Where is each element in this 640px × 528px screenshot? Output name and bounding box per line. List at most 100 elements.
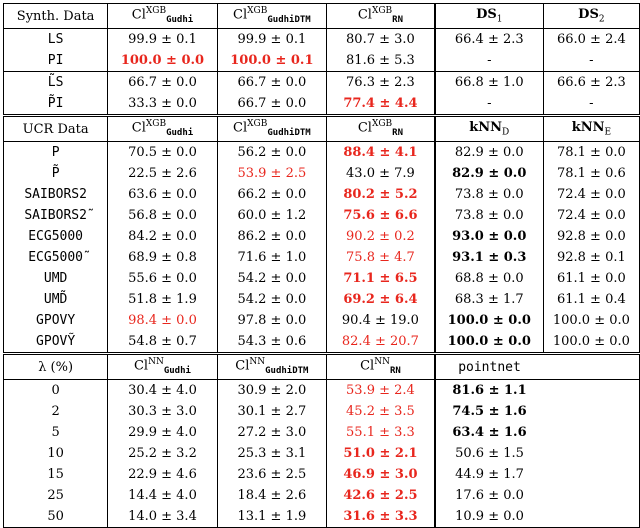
- table-cell: 25.3 ± 3.1: [216, 443, 328, 464]
- table-cell: 92.8 ± 0.0: [542, 226, 640, 247]
- column-header-subscript: Gudhi: [166, 127, 194, 138]
- column-header: ClXGBRN: [326, 3, 436, 29]
- table-cell: 71.1 ± 6.5: [326, 268, 436, 289]
- row-label: P: [2, 141, 109, 163]
- table-cell: 63.6 ± 0.0: [107, 184, 218, 205]
- table-cell: 92.8 ± 0.1: [542, 247, 640, 268]
- table-row: ECG5000̃ 68.9 ± 0.8 71.6 ± 1.0 75.8 ± 4.7 93…: [2, 247, 640, 268]
- table-cell: 54.8 ± 0.7: [107, 331, 218, 354]
- row-label: 2: [2, 401, 109, 422]
- table-row: GPOVY 98.4 ± 0.0 97.8 ± 0.0 90.4 ± 19.0 100.…: [2, 310, 640, 331]
- table-cell: 69.2 ± 6.4: [326, 289, 436, 310]
- column-header-superscript: NN: [249, 357, 266, 368]
- table-row: 10 25.2 ± 3.2 25.3 ± 3.1 51.0 ± 2.1 50.6 ± 1…: [2, 443, 640, 464]
- column-header-text: Cl: [233, 7, 248, 23]
- table-cell: 23.6 ± 2.5: [216, 464, 328, 485]
- table-cell: [543, 506, 640, 528]
- table-cell: 73.8 ± 0.0: [433, 205, 544, 226]
- column-header: kNNE: [542, 114, 640, 142]
- column-header: kNND: [433, 114, 544, 142]
- table-cell: 22.5 ± 2.6: [107, 163, 218, 184]
- table-cell: 54.2 ± 0.0: [216, 289, 328, 310]
- table-cell: 18.4 ± 2.6: [216, 485, 328, 506]
- column-header-subscript: 1: [496, 14, 503, 25]
- table-cell: 68.3 ± 1.7: [433, 289, 544, 310]
- column-header-superscript: XGB: [145, 6, 167, 17]
- column-header-superscript: NN: [148, 357, 164, 368]
- table-cell: 75.6 ± 6.6: [326, 205, 436, 226]
- table-cell: 61.1 ± 0.4: [542, 289, 640, 310]
- table-cell: 93.0 ± 0.0: [433, 226, 544, 247]
- table-cell: 51.0 ± 2.1: [326, 443, 436, 464]
- column-header: ClNNRN: [326, 352, 436, 380]
- table-cell: 81.6 ± 1.1: [433, 379, 544, 401]
- column-header: ClNNGudhiDTM: [216, 352, 328, 380]
- column-header-text: Synth. Data: [16, 8, 95, 24]
- column-header-text: DS: [578, 6, 599, 22]
- column-header: DS1: [433, 3, 544, 29]
- table-cell: 78.1 ± 0.0: [542, 141, 640, 163]
- column-header-superscript: XGB: [247, 119, 268, 130]
- column-header-text: Cl: [235, 358, 250, 374]
- table-cell: 56.2 ± 0.0: [216, 141, 328, 163]
- table-cell: -: [433, 93, 544, 116]
- table-cell: 97.8 ± 0.0: [216, 310, 328, 331]
- column-header-superscript: XGB: [247, 6, 268, 17]
- column-header-text: Cl: [133, 358, 149, 374]
- table-cell: 75.8 ± 4.7: [326, 247, 436, 268]
- table-row: SAIBORS2 63.6 ± 0.0 66.2 ± 0.0 80.2 ± 5.2 73…: [2, 184, 640, 205]
- row-label: P̃: [2, 163, 109, 184]
- table-cell: 100.0 ± 0.0: [542, 310, 640, 331]
- table-cell: 30.4 ± 4.0: [107, 379, 218, 401]
- table-cell: 60.0 ± 1.2: [216, 205, 328, 226]
- column-header-subscript: 2: [598, 14, 605, 25]
- table-cell: 51.8 ± 1.9: [107, 289, 218, 310]
- column-header-subscript: Gudhi: [163, 365, 191, 376]
- results-table: Synth. Data ClXGBGudhi ClXGBGudhiDTM ClXGBR…: [2, 3, 640, 528]
- table-cell: 66.7 ± 0.0: [107, 71, 218, 93]
- column-header: UCR Data: [2, 114, 109, 142]
- section-header-row: Synth. Data ClXGBGudhi ClXGBGudhiDTM ClXGBR…: [2, 3, 640, 29]
- table-cell: 45.2 ± 3.5: [326, 401, 436, 422]
- table-cell: 43.0 ± 7.9: [326, 163, 436, 184]
- table-cell: 82.9 ± 0.0: [433, 141, 544, 163]
- table-cell: 80.2 ± 5.2: [326, 184, 436, 205]
- table-row: 50 14.0 ± 3.4 13.1 ± 1.9 31.6 ± 3.3 10.9 ± 0…: [2, 506, 640, 528]
- table-row: L̃S 66.7 ± 0.0 66.7 ± 0.0 76.3 ± 2.3 66.8 ± …: [2, 71, 640, 93]
- column-header-text: DS: [476, 6, 497, 22]
- column-header: [543, 352, 640, 380]
- table-cell: 61.1 ± 0.0: [542, 268, 640, 289]
- table-row: P̃I 33.3 ± 0.0 66.7 ± 0.0 77.4 ± 4.4- -: [2, 93, 640, 116]
- column-header: ClXGBGudhiDTM: [216, 3, 328, 29]
- table-row: PI 100.0 ± 0.0 100.0 ± 0.1 81.6 ± 5.3- -: [2, 50, 640, 72]
- column-header-text: pointnet: [458, 359, 521, 375]
- table-cell: 100.0 ± 0.0: [542, 331, 640, 354]
- column-header-text: Cl: [360, 358, 375, 374]
- table-cell: 66.6 ± 2.3: [542, 71, 640, 93]
- column-header-text: UCR Data: [22, 121, 89, 137]
- column-header: Synth. Data: [2, 3, 109, 29]
- table-cell: 90.4 ± 19.0: [326, 310, 436, 331]
- column-header-text: kNN: [571, 119, 605, 135]
- table-cell: 30.3 ± 3.0: [107, 401, 218, 422]
- column-header-superscript: XGB: [371, 6, 393, 17]
- row-label: L̃S: [2, 71, 109, 93]
- column-header-text: Cl: [233, 120, 248, 136]
- column-header-text: Cl: [131, 7, 146, 23]
- table-cell: 22.9 ± 4.6: [107, 464, 218, 485]
- column-header-text: Cl: [131, 120, 146, 136]
- table-cell: 55.6 ± 0.0: [107, 268, 218, 289]
- table-cell: 42.6 ± 2.5: [326, 485, 436, 506]
- table-cell: 90.2 ± 0.2: [326, 226, 436, 247]
- row-label: 10: [2, 443, 109, 464]
- row-label: ECG5000̃: [2, 247, 109, 268]
- table-cell: 56.8 ± 0.0: [107, 205, 218, 226]
- row-label: LS: [2, 28, 109, 50]
- table-cell: 88.4 ± 4.1: [326, 141, 436, 163]
- row-label: UMD: [2, 268, 109, 289]
- column-header-text: kNN: [469, 119, 503, 135]
- results-table-body: Synth. Data ClXGBGudhi ClXGBGudhiDTM ClXGBR…: [2, 3, 640, 528]
- table-cell: 73.8 ± 0.0: [433, 184, 544, 205]
- table-cell: 13.1 ± 1.9: [216, 506, 328, 528]
- column-header: DS2: [542, 3, 640, 29]
